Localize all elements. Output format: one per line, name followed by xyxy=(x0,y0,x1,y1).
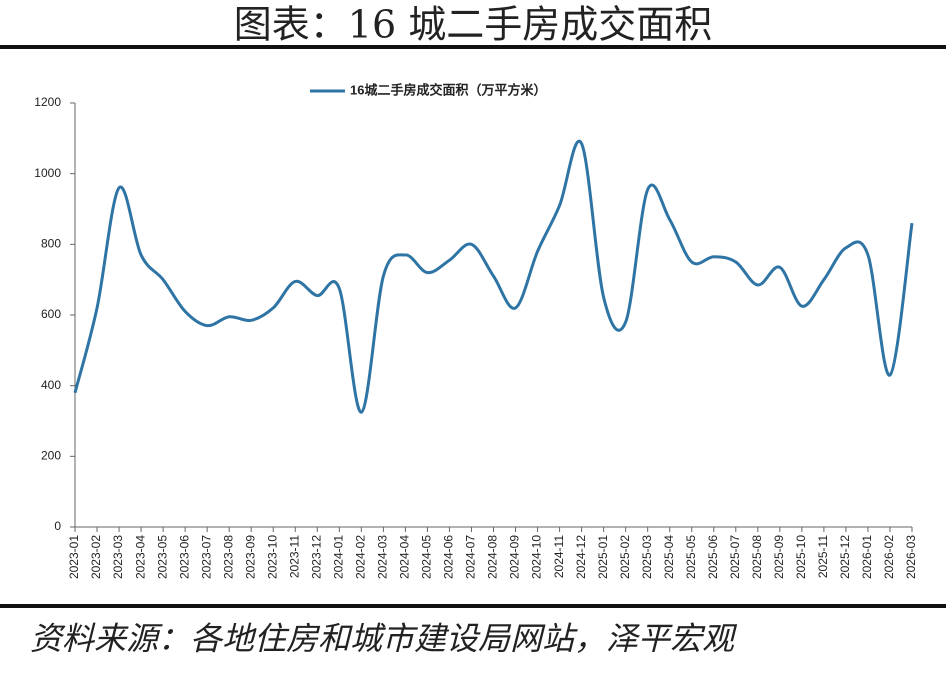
x-tick-label: 2025-09 xyxy=(772,535,786,579)
x-tick-label: 2023-03 xyxy=(111,535,125,579)
y-tick-label: 600 xyxy=(41,307,61,321)
y-tick-label: 1000 xyxy=(34,166,61,180)
x-tick-label: 2023-11 xyxy=(287,535,301,578)
x-tick-label: 2023-12 xyxy=(309,535,323,579)
source-note: 资料来源：各地住房和城市建设局网站，泽平宏观 xyxy=(30,620,738,658)
x-tick-label: 2024-06 xyxy=(442,535,456,579)
x-tick-label: 2023-04 xyxy=(133,535,147,579)
x-tick-label: 2026-02 xyxy=(882,535,896,579)
x-tick-label: 2025-10 xyxy=(794,535,808,579)
legend-label: 16城二手房成交面积（万平方米） xyxy=(350,82,546,97)
x-tick-label: 2025-03 xyxy=(640,535,654,579)
data-line xyxy=(73,139,914,414)
x-tick-label: 2023-10 xyxy=(265,535,279,579)
x-tick-label: 2025-08 xyxy=(750,535,764,579)
y-tick-label: 0 xyxy=(54,519,61,533)
x-tick-label: 2026-03 xyxy=(904,535,918,579)
source-rule xyxy=(0,604,946,608)
x-tick-label: 2025-07 xyxy=(728,535,742,579)
x-tick-label: 2023-05 xyxy=(155,535,169,579)
x-tick-label: 2024-01 xyxy=(331,535,345,579)
x-tick-label: 2023-06 xyxy=(177,535,191,579)
x-tick-label: 2023-08 xyxy=(221,535,235,579)
x-tick-label: 2024-04 xyxy=(398,535,412,579)
x-tick-label: 2025-12 xyxy=(838,535,852,579)
x-tick-label: 2026-01 xyxy=(860,535,874,579)
x-tick-label: 2024-08 xyxy=(486,535,500,579)
x-tick-label: 2023-01 xyxy=(67,535,81,579)
title-rule xyxy=(0,45,946,49)
x-tick-label: 2025-05 xyxy=(684,535,698,579)
x-tick-label: 2023-07 xyxy=(199,535,213,579)
x-tick-label: 2023-09 xyxy=(243,535,257,579)
x-tick-label: 2025-11 xyxy=(816,535,830,578)
chart-title: 图表：16 城二手房成交面积 xyxy=(234,3,712,47)
x-tick-label: 2024-10 xyxy=(530,535,544,579)
x-tick-label: 2024-09 xyxy=(508,535,522,579)
x-tick-label: 2024-02 xyxy=(354,535,368,579)
y-tick-label: 200 xyxy=(41,449,61,463)
x-tick-label: 2025-04 xyxy=(662,535,676,579)
x-tick-label: 2024-05 xyxy=(420,535,434,579)
x-tick-label: 2024-07 xyxy=(464,535,478,579)
x-tick-label: 2024-03 xyxy=(376,535,390,579)
x-tick-label: 2023-02 xyxy=(89,535,103,579)
x-tick-label: 2025-02 xyxy=(618,535,632,579)
y-tick-label: 1200 xyxy=(34,95,61,109)
x-tick-label: 2025-06 xyxy=(706,535,720,579)
x-tick-label: 2024-12 xyxy=(574,535,588,579)
y-tick-label: 800 xyxy=(41,237,61,251)
x-tick-label: 2025-01 xyxy=(596,535,610,579)
x-tick-label: 2024-11 xyxy=(552,535,566,578)
y-tick-label: 400 xyxy=(41,378,61,392)
